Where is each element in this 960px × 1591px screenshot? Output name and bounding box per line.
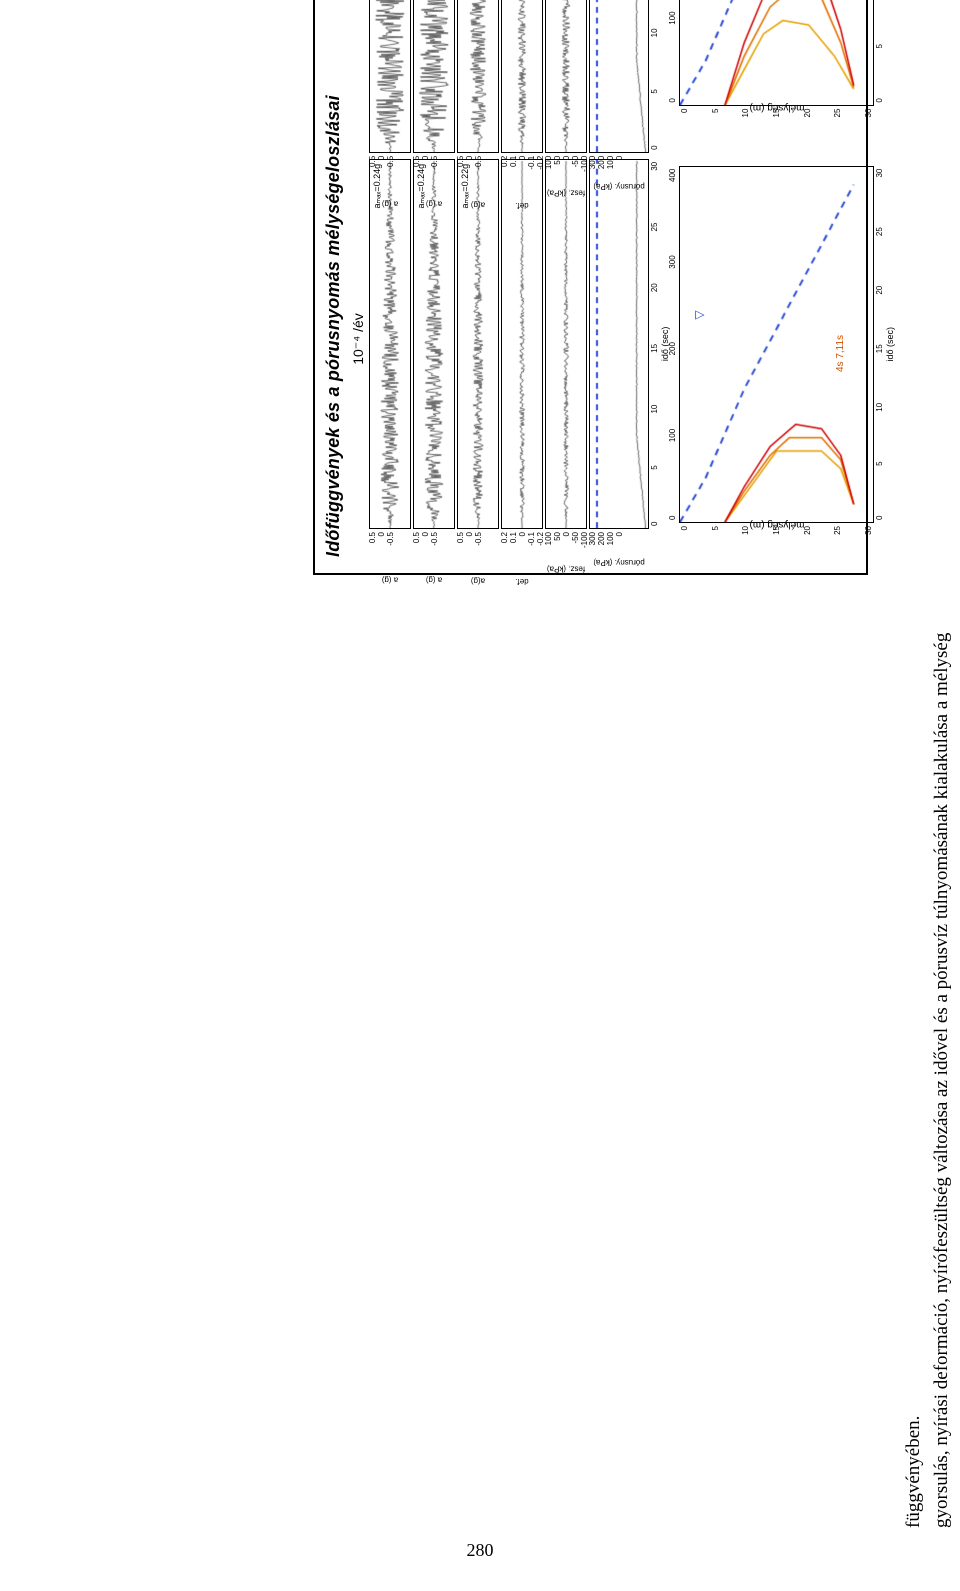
- ts-col-2: 0.5 0 -0.5a (g)aₘₐₓ=0.46g0.5 0 -0.5a (g)…: [369, 0, 651, 153]
- caption-line3: függvényében.: [900, 1416, 928, 1528]
- ts-panel: 0.5 0 -0.5a(g)aₘₐₓ=0.27g: [457, 0, 499, 153]
- y-label: a (g): [382, 199, 398, 208]
- depth-panel-2: ▽4s 7s 11s051015202530mélység (m)0100200…: [679, 0, 874, 106]
- ts-panel: 100 50 0 -50 -100fesz. (kPa): [545, 0, 587, 153]
- ts-panel: 100 50 0 -50 -100 fesz. (kPa): [545, 159, 587, 529]
- y-ticks: 100 50 0 -50 -100: [544, 532, 589, 562]
- y-label: def.: [515, 201, 528, 210]
- page-number: 280: [467, 1540, 494, 1561]
- y-ticks: 0.5 0 -0.5: [456, 156, 483, 186]
- col-head-2: 10⁻⁵ /év: [350, 0, 367, 149]
- x-ticks-bottom: 051015202530: [875, 0, 884, 105]
- y-label: fesz. (kPa): [547, 564, 585, 573]
- depth-panel-1: ▽4s 7,11s051015202530mélység (m)01002003…: [679, 166, 874, 523]
- ts-panel: 300 200 100 0pórusny. (kPa)051015202530i…: [589, 159, 649, 529]
- x-ticks-bottom: 051015202530: [875, 167, 884, 522]
- time-series-grid: 0.5 0 -0.5a (g)aₘₐₓ=0.24g0.5 0 -0.5a (g)…: [369, 0, 651, 563]
- watertable-icon: ▽: [692, 310, 706, 319]
- y-label: fesz. (kPa): [547, 188, 585, 197]
- curve-labels: 4s 7,11s: [835, 335, 846, 372]
- ts-panel: 0.5 0 -0.5a(g)aₘₐₓ=0.22g: [457, 159, 499, 529]
- y-label: a (g): [382, 575, 398, 584]
- y-ticks: 0.5 0 -0.5: [368, 156, 395, 186]
- y-label: mélység (m): [749, 102, 804, 113]
- ts-panel: 0.2 0.1 0 -0.1 -0.2def.: [501, 0, 543, 153]
- page: 280 11. ábra A 2. számú földrengéssel a …: [0, 0, 960, 1591]
- ts-panel: 300 200 100 0pórusny. (kPa)051015202530i…: [589, 0, 649, 153]
- ts-panel: 0.5 0 -0.5a (g)aₘₐₓ=0.24g: [413, 159, 455, 529]
- y-label: def.: [515, 577, 528, 586]
- x-ticks-top: 0100200300400: [668, 0, 677, 105]
- y-label: a (g): [426, 575, 442, 584]
- x-ticks-top: 0100200300400: [668, 167, 677, 522]
- ts-panel: 0.5 0 -0.5a (g)aₘₐₓ=0.24g: [369, 159, 411, 529]
- ts-panel: 0.5 0 -0.5a (g)aₘₐₓ=0.46g: [369, 0, 411, 153]
- x-ticks: 051015202530: [650, 0, 659, 152]
- y-label: pórusny. (kPa): [593, 558, 644, 567]
- y-ticks: 100 50 0 -50 -100: [544, 156, 589, 186]
- ts-panel: 0.2 0.1 0 -0.1 -0.2 def.: [501, 159, 543, 529]
- depth-row: ▽4s 7,11s051015202530mélység (m)01002003…: [679, 0, 874, 563]
- y-label: a(g): [471, 576, 485, 585]
- y-ticks: 0.5 0 -0.5: [368, 532, 395, 562]
- col-head-1: 10⁻⁴ /év: [350, 149, 367, 529]
- figure-wrapper: Időfüggvények és a pórusnyomás mélységel…: [313, 20, 960, 575]
- ts-col-1: 0.5 0 -0.5a (g)aₘₐₓ=0.24g0.5 0 -0.5a (g)…: [369, 159, 651, 529]
- figure-frame: Időfüggvények és a pórusnyomás mélységel…: [313, 0, 868, 575]
- y-ticks: 0.5 0 -0.5: [412, 156, 439, 186]
- y-label: pórusny. (kPa): [593, 182, 644, 191]
- caption-line2: gyorsulás, nyírási deformáció, nyírófesz…: [928, 633, 956, 1528]
- y-label: a (g): [426, 199, 442, 208]
- y-label: mélység (m): [749, 519, 804, 530]
- y-ticks: 0.2 0.1 0 -0.1 -0.2: [500, 532, 545, 562]
- ts-panel: 0.5 0 -0.5a (g)aₘₐₓ=0.49g: [413, 0, 455, 153]
- y-ticks: 0.5 0 -0.5: [412, 532, 439, 562]
- x-label: idő (sec): [885, 327, 895, 362]
- x-ticks: 051015202530: [650, 160, 659, 528]
- y-label: a(g): [471, 200, 485, 209]
- figure-title: Időfüggvények és a pórusnyomás mélységel…: [323, 0, 344, 557]
- column-headers: 10⁻⁴ /év 10⁻⁵ /év 10⁻⁶ /év: [350, 0, 367, 563]
- y-ticks: 0.2 0.1 0 -0.1 -0.2: [500, 156, 545, 186]
- y-ticks: 0.5 0 -0.5: [456, 532, 483, 562]
